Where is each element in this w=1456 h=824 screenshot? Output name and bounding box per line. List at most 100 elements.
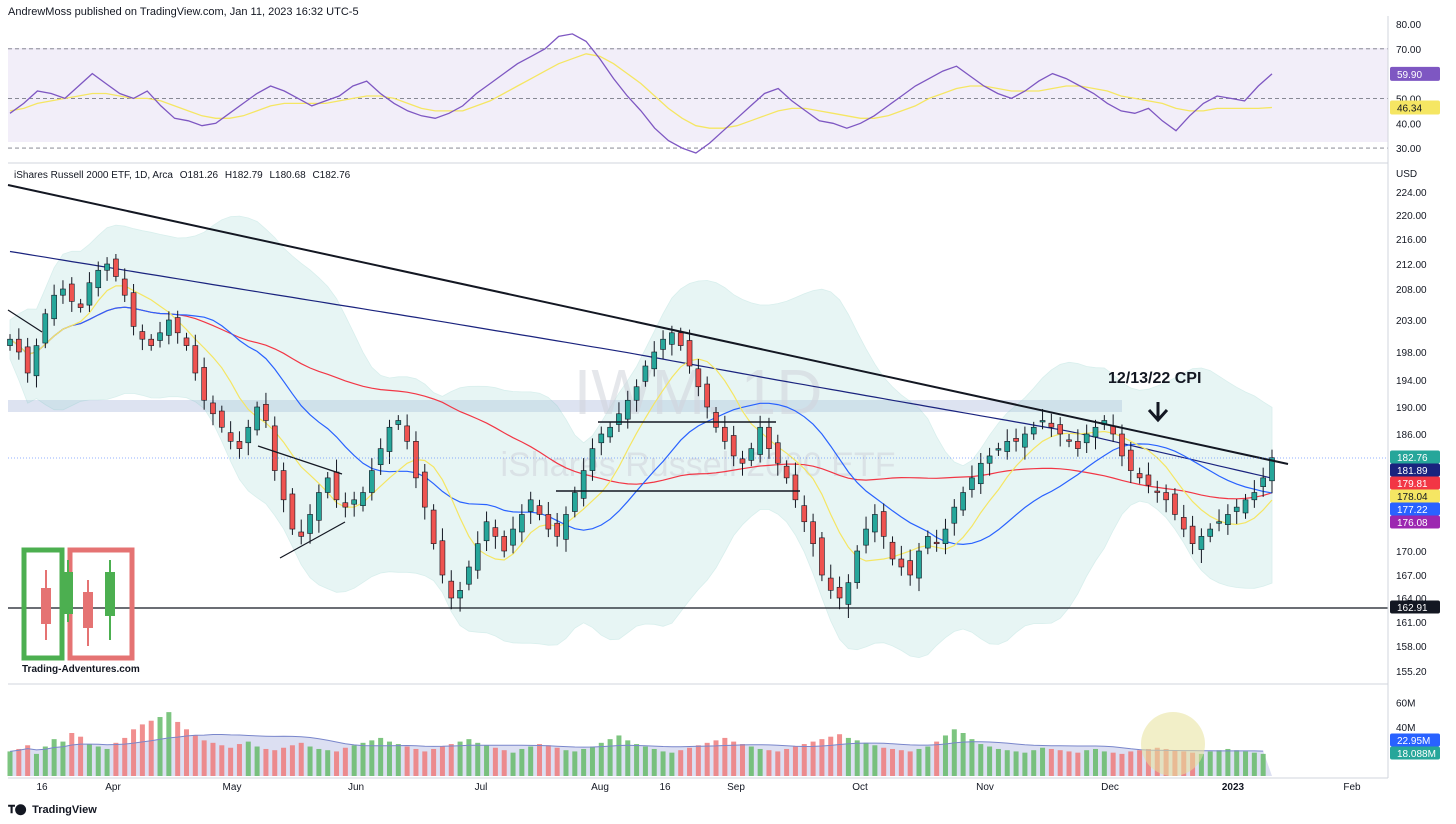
volume-bar [678, 750, 684, 776]
candle-body [24, 346, 31, 374]
time-axis: 16 Apr May Jun Jul Aug 16 Sep Oct Nov Dec 2023 Feb [36, 782, 1361, 793]
volume-bar [122, 737, 128, 776]
price-badge-label: 162.91 [1397, 603, 1428, 614]
candle-body [1057, 424, 1063, 435]
volume-bar [448, 744, 454, 776]
volume-bar [7, 751, 13, 776]
candle-body [1180, 517, 1187, 530]
rsi-ma-line [9, 53, 1273, 129]
volume-bar [995, 748, 1001, 776]
candle-body [130, 292, 137, 327]
volume-badge-label: 22.95M [1397, 736, 1430, 747]
legend-high: H182.79 [224, 170, 263, 181]
candle-body [316, 492, 322, 521]
volume-bar [1260, 753, 1266, 776]
candle-body [7, 338, 13, 346]
volume-tick-label: 40M [1396, 723, 1415, 734]
volume-bar [51, 739, 57, 776]
legend-low: L180.68 [269, 170, 306, 181]
candle-body [1172, 493, 1178, 515]
volume-bar [969, 739, 975, 776]
candle-body [33, 345, 40, 377]
volume-bar [378, 737, 384, 776]
volume-bar [1101, 751, 1107, 776]
candle-body [298, 531, 305, 537]
volume-bar [148, 720, 154, 776]
candle-body [1233, 506, 1240, 512]
candle-body [1269, 457, 1275, 482]
time-tick-label: May [223, 782, 242, 793]
candle-body [60, 288, 66, 296]
tradingview-footer[interactable]: 𝐓⬤ TradingView [8, 804, 97, 817]
candle-body [210, 402, 216, 415]
volume-bar [263, 748, 269, 776]
volume-bar [572, 751, 578, 776]
volume-bar [563, 750, 569, 776]
price-pane [8, 164, 1388, 682]
volume-bar [386, 741, 392, 776]
volume-bar [404, 746, 410, 776]
candle-body [1092, 426, 1099, 438]
volume-bar [784, 748, 790, 776]
candle-body [589, 448, 596, 471]
time-tick-label: Nov [976, 782, 994, 793]
candle-body [642, 365, 649, 382]
volume-bar [872, 745, 878, 776]
candle-body [872, 514, 878, 533]
footer-brand: TradingView [32, 804, 97, 816]
candle-body [951, 506, 958, 524]
rsi-tick-label: 50.00 [1396, 94, 1421, 105]
volume-bar [616, 735, 622, 776]
candle-body [545, 514, 552, 530]
candle-body [880, 511, 887, 537]
candle-body [757, 426, 763, 455]
candle-body [1066, 439, 1072, 442]
volume-bar [1031, 750, 1037, 776]
cpi-annotation: 12/13/22 CPI [1108, 370, 1201, 387]
volume-bar [775, 751, 781, 776]
volume-bar [537, 744, 543, 776]
legend-open: O181.26 [179, 170, 219, 181]
price-badge [1390, 450, 1440, 464]
volume-bar [245, 741, 251, 776]
volume-bar [1119, 753, 1125, 776]
candle-body [783, 465, 790, 479]
candle-body [695, 368, 702, 388]
price-tick-label: 212.00 [1396, 260, 1427, 271]
time-tick-label: Dec [1101, 782, 1119, 793]
volume-bar [881, 747, 887, 776]
candle-body [677, 332, 684, 346]
volume-bar [1004, 750, 1010, 776]
volume-bar [439, 746, 445, 776]
volume-bar [254, 746, 260, 776]
candle-body [324, 477, 331, 493]
candle-body [1119, 433, 1125, 457]
candle-body [263, 403, 269, 421]
volume-bar [687, 747, 693, 776]
candle-body [713, 412, 719, 428]
candle-body [148, 338, 155, 346]
candlesticks [7, 254, 1275, 618]
volume-bar [704, 742, 710, 776]
volume-bar [113, 742, 119, 776]
candle-body [863, 528, 869, 546]
candle-body [827, 577, 834, 591]
candle-body [854, 550, 861, 583]
volume-badge [1390, 733, 1440, 747]
volume-bar [484, 745, 490, 776]
volume-bar [431, 748, 437, 776]
candle-body [307, 514, 313, 534]
logo-text: Trading-Adventures.com [22, 664, 140, 675]
volume-bar [78, 736, 84, 776]
candle-body [1198, 536, 1205, 550]
candle-body [1242, 499, 1249, 514]
rsi-tick-label: 80.00 [1396, 20, 1421, 31]
candle-body [95, 269, 102, 289]
volume-ma-line [9, 734, 1264, 752]
volume-bar [104, 748, 110, 776]
volume-bar [801, 744, 807, 776]
wedge-bottom-line [279, 521, 346, 559]
candle-body [669, 332, 675, 345]
volume-bar [236, 744, 242, 776]
